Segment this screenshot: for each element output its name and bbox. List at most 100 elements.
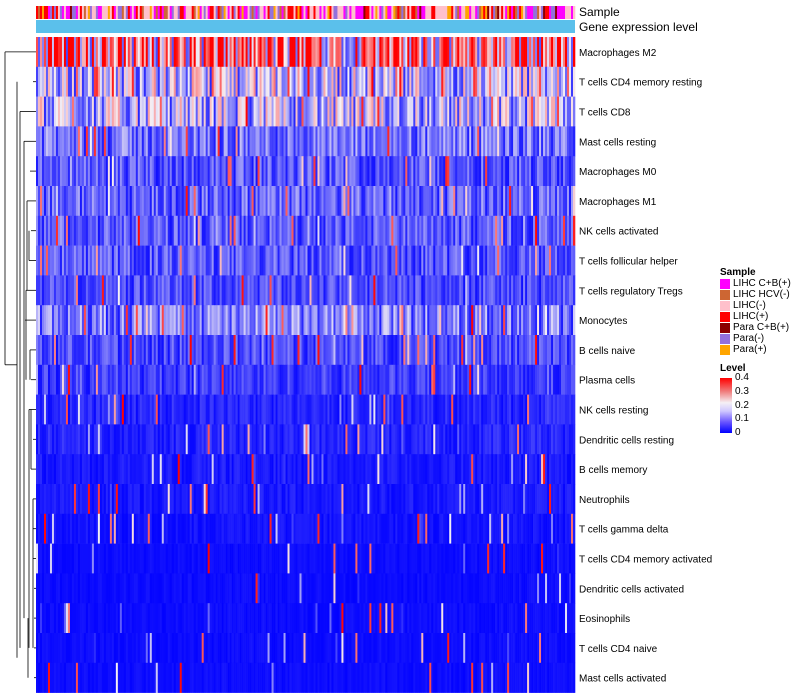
heatmap-cell: [361, 37, 364, 68]
heatmap-cell: [289, 156, 292, 187]
heatmap-cell: [137, 543, 141, 574]
heatmap-cell: [197, 245, 200, 276]
heatmap-cell: [111, 275, 115, 306]
heatmap-cell: [447, 513, 450, 544]
heatmap-cell: [469, 454, 472, 485]
heatmap-cell: [373, 484, 376, 515]
heatmap-cell: [179, 66, 183, 97]
heatmap-cell: [133, 275, 137, 306]
heatmap-cell: [36, 275, 39, 306]
heatmap-cell: [511, 37, 514, 68]
heatmap-cell: [419, 513, 422, 544]
sample-annotation-cell: [219, 6, 222, 19]
heatmap-cell: [423, 215, 426, 246]
heatmap-cell: [135, 305, 139, 336]
heatmap-cell: [441, 335, 444, 366]
heatmap-cell: [429, 305, 432, 336]
heatmap-cell: [69, 424, 73, 455]
heatmap-cell: [183, 66, 187, 97]
heatmap-cell: [63, 156, 67, 187]
heatmap-cell: [221, 364, 224, 395]
heatmap-cell: [101, 484, 105, 515]
heatmap-cell: [477, 305, 480, 336]
heatmap-cell: [515, 484, 518, 515]
heatmap-cell: [343, 394, 346, 425]
heatmap-cell: [129, 394, 133, 425]
sample-annotation-cell: [183, 6, 187, 19]
heatmap-cell: [531, 424, 534, 455]
heatmap-cell: [447, 37, 450, 68]
heatmap-cell: [65, 156, 69, 187]
sample-annotation-cell: [179, 6, 183, 19]
heatmap-cell: [149, 66, 153, 97]
heatmap-cell: [285, 335, 288, 366]
heatmap-cell: [131, 454, 135, 485]
heatmap-cell: [95, 513, 99, 544]
heatmap-cell: [247, 394, 250, 425]
heatmap-cell: [517, 96, 520, 127]
heatmap-cell: [321, 484, 324, 515]
heatmap-cell: [295, 513, 298, 544]
heatmap-cell: [335, 275, 338, 306]
heatmap-cell: [67, 96, 71, 127]
heatmap-cell: [95, 186, 99, 217]
heatmap-cell: [57, 305, 61, 336]
heatmap-cell: [345, 126, 348, 157]
heatmap-cell: [215, 275, 218, 306]
heatmap-cell: [93, 454, 97, 485]
heatmap-cell: [163, 126, 167, 157]
heatmap-cell: [435, 126, 438, 157]
heatmap-cell: [289, 424, 292, 455]
heatmap-cell: [251, 394, 254, 425]
heatmap-cell: [323, 305, 326, 336]
heatmap-cell: [61, 484, 65, 515]
heatmap-cell: [295, 424, 298, 455]
heatmap-cell: [173, 335, 177, 366]
heatmap-cell: [533, 424, 536, 455]
heatmap-cell: [339, 364, 342, 395]
sample-annotation-cell: [73, 6, 77, 19]
heatmap-cell: [357, 275, 360, 306]
heatmap-cell: [447, 484, 450, 515]
heatmap-cell: [133, 543, 137, 574]
heatmap-cell: [393, 275, 396, 306]
heatmap-cell: [87, 66, 91, 97]
heatmap-cell: [165, 424, 169, 455]
heatmap-cell: [191, 335, 195, 366]
heatmap-cell: [487, 513, 490, 544]
heatmap-cell: [185, 275, 189, 306]
heatmap-cell: [567, 305, 570, 336]
heatmap-cell: [439, 484, 442, 515]
heatmap-cell: [451, 513, 454, 544]
heatmap-cell: [67, 335, 71, 366]
heatmap-cell: [41, 513, 45, 544]
heatmap-cell: [567, 156, 570, 187]
heatmap-cell: [151, 543, 155, 574]
heatmap-cell: [203, 513, 206, 544]
heatmap-cell: [161, 66, 165, 97]
sample-annotation-cell: [471, 6, 474, 19]
heatmap-cell: [87, 484, 91, 515]
heatmap-cell: [293, 394, 296, 425]
heatmap-cell: [149, 96, 153, 127]
heatmap-cell: [55, 394, 59, 425]
heatmap-cell: [245, 335, 248, 366]
heatmap-cell: [529, 394, 532, 425]
heatmap-cell: [519, 305, 522, 336]
heatmap-cell: [541, 394, 544, 425]
heatmap-cell: [483, 305, 486, 336]
heatmap-cell: [453, 156, 456, 187]
heatmap-cell: [189, 424, 193, 455]
heatmap-cell: [567, 66, 570, 97]
heatmap-cell: [429, 424, 432, 455]
heatmap-cell: [311, 215, 314, 246]
heatmap-cell: [375, 364, 378, 395]
heatmap-cell: [541, 126, 544, 157]
heatmap-cell: [385, 335, 388, 366]
heatmap-cell: [121, 275, 125, 306]
heatmap-cell: [353, 37, 356, 68]
heatmap-cell: [509, 484, 512, 515]
heatmap-cell: [41, 305, 45, 336]
heatmap-cell: [59, 96, 63, 127]
heatmap-cell: [399, 37, 402, 68]
